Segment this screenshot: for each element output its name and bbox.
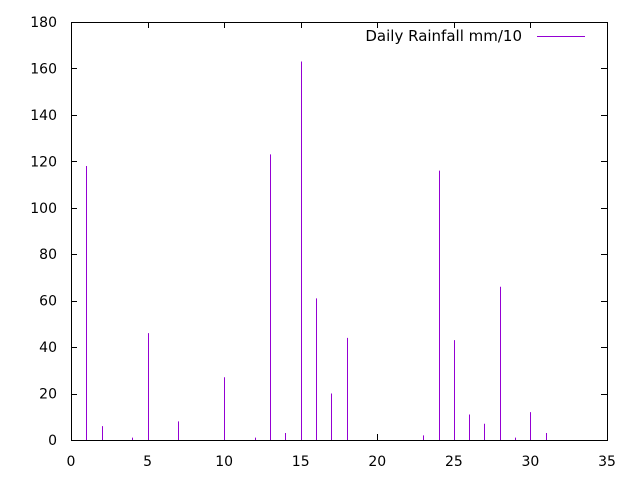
legend: Daily Rainfall mm/10 <box>365 27 585 45</box>
x-tick-label: 5 <box>143 454 152 470</box>
x-tick-label: 30 <box>522 454 540 470</box>
x-tick-label: 0 <box>67 454 76 470</box>
y-tick-label: 120 <box>30 154 57 170</box>
y-tick-label: 160 <box>30 61 57 77</box>
y-tick-label: 100 <box>30 201 57 217</box>
y-tick-label: 140 <box>30 108 57 124</box>
axes <box>71 22 608 441</box>
y-tick-label: 20 <box>39 387 57 403</box>
y-axis-ticks: 0 20 40 60 80 100 120 140 160 180 <box>30 15 607 449</box>
y-tick-label: 80 <box>39 247 57 263</box>
x-tick-label: 25 <box>445 454 463 470</box>
y-tick-label: 40 <box>39 340 57 356</box>
y-tick-label: 180 <box>30 15 57 31</box>
y-tick-label: 0 <box>48 433 57 449</box>
legend-label: Daily Rainfall mm/10 <box>365 27 522 45</box>
data-impulses <box>86 61 547 440</box>
x-tick-label: 20 <box>368 454 386 470</box>
y-tick-label: 60 <box>39 294 57 310</box>
x-tick-label: 35 <box>598 454 616 470</box>
x-axis-ticks: 0 5 10 15 20 25 30 35 <box>67 22 616 470</box>
x-tick-label: 10 <box>215 454 233 470</box>
plot-border <box>71 22 608 441</box>
x-tick-label: 15 <box>292 454 310 470</box>
